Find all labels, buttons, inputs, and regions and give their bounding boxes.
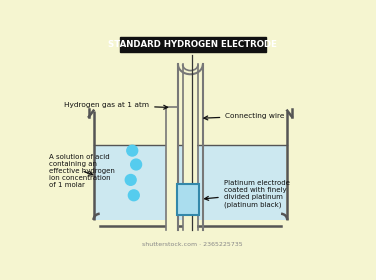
Text: Connecting wire: Connecting wire [204, 113, 285, 120]
Bar [94, 145, 287, 220]
Bar [183, 64, 197, 230]
Circle shape [125, 174, 136, 185]
Text: Hydrogen gas at 1 atm: Hydrogen gas at 1 atm [64, 102, 168, 109]
Circle shape [128, 190, 139, 201]
Text: shutterstock.com · 2365225735: shutterstock.com · 2365225735 [143, 242, 243, 247]
Bar [177, 184, 199, 214]
Text: STANDARD HYDROGEN ELECTRODE: STANDARD HYDROGEN ELECTRODE [108, 40, 277, 49]
Text: Platinum electrode
coated with finely
divided platinum
(platinum black): Platinum electrode coated with finely di… [205, 180, 290, 207]
Text: A solution of acid
containing an
effective hydrogen
ion concentration
of 1 molar: A solution of acid containing an effecti… [49, 154, 114, 188]
FancyBboxPatch shape [120, 37, 265, 52]
Circle shape [127, 145, 138, 156]
Bar [166, 108, 178, 229]
Circle shape [131, 159, 141, 170]
